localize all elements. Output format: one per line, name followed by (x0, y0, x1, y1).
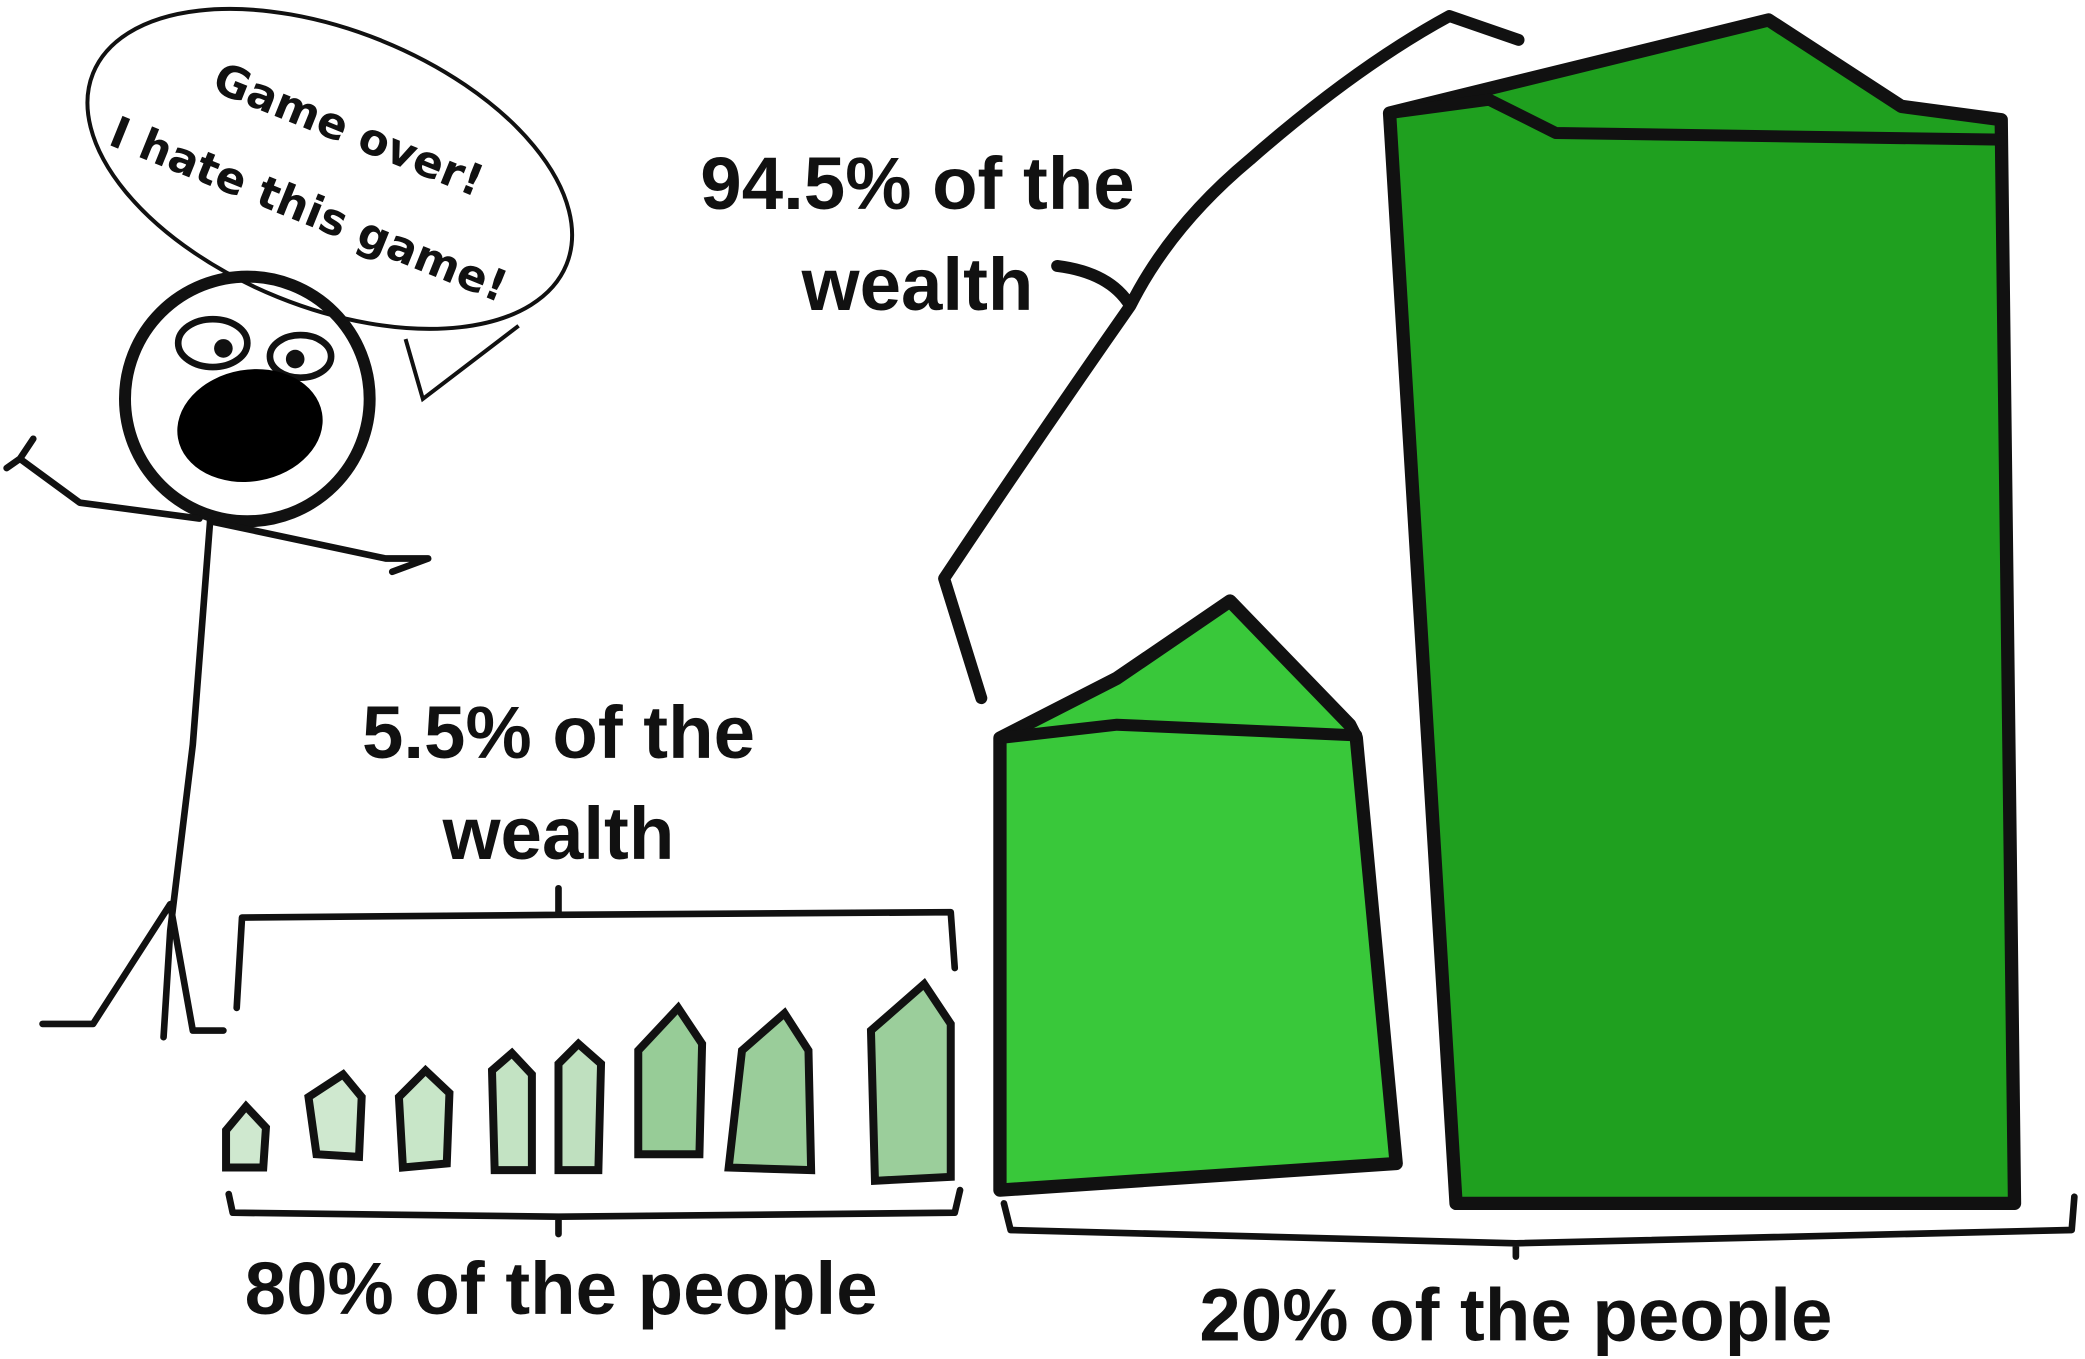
people-label: 20% of the people (1199, 1273, 1832, 1356)
bubble (85, 6, 575, 331)
buildings (222, 13, 2022, 1211)
wealth-label: 5.5% of the (362, 691, 755, 774)
people-label: 80% of the people (245, 1247, 878, 1330)
wealth-label: 94.5% of the (700, 142, 1134, 225)
speech-bubble: Game over! I hate this game! (85, 6, 575, 403)
stick-figure (3, 270, 432, 1041)
bubble-tail (403, 324, 520, 403)
wealth-label: wealth (801, 243, 1034, 326)
wealth-label: wealth (442, 792, 675, 875)
